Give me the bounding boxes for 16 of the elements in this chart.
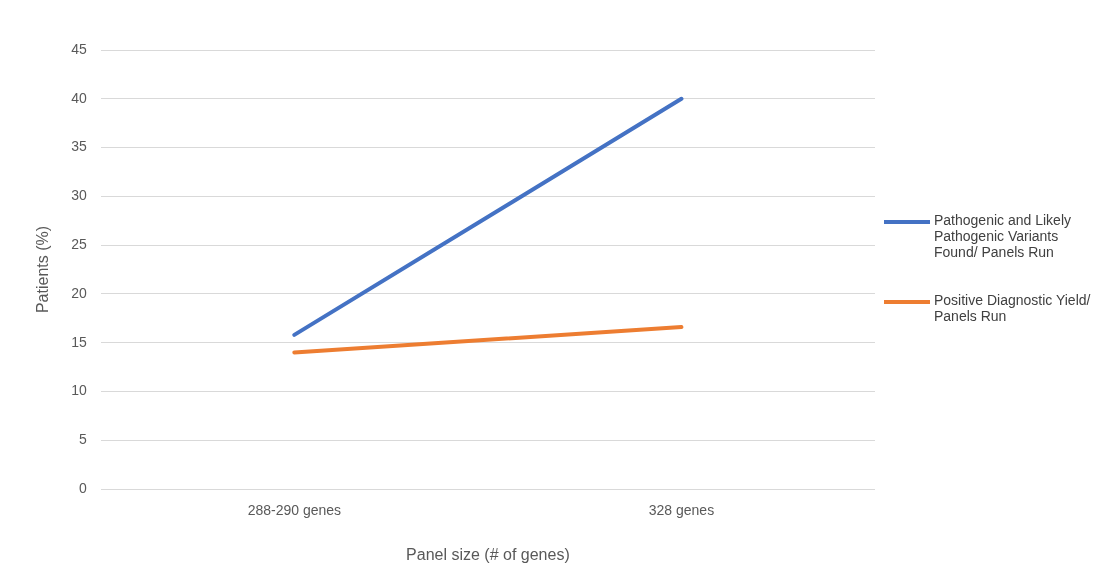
x-tick-label: 328 genes bbox=[648, 502, 715, 519]
y-tick-label: 0 bbox=[78, 479, 87, 496]
y-tick-label: 30 bbox=[71, 187, 87, 204]
y-tick-label: 10 bbox=[71, 382, 87, 399]
y-tick-label: 35 bbox=[71, 138, 87, 155]
y-tick-label: 15 bbox=[71, 333, 87, 350]
legend-label: Positive Diagnostic Yield/ Panels Run bbox=[934, 292, 1092, 324]
y-tick-label: 5 bbox=[78, 431, 87, 448]
y-tick-label: 45 bbox=[71, 40, 87, 57]
y-tick-label: 20 bbox=[71, 284, 87, 301]
y-tick-label: 40 bbox=[71, 89, 87, 106]
x-axis-title: Panel size (# of genes) bbox=[406, 545, 570, 563]
y-tick-label: 25 bbox=[71, 235, 87, 252]
y-axis-title: Patients (%) bbox=[34, 225, 52, 314]
x-tick-label: 288-290 genes bbox=[247, 502, 342, 519]
legend-label: Pathogenic and Likely Pathogenic Variants Found/ Panels Run bbox=[934, 212, 1072, 260]
